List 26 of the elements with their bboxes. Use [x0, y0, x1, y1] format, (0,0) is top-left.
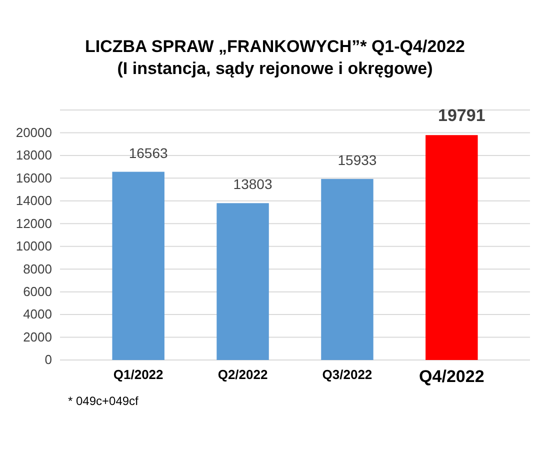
- x-tick-label: Q3/2022: [322, 367, 372, 382]
- y-tick-label: 4000: [23, 306, 52, 322]
- x-tick-label: Q4/2022: [419, 367, 484, 386]
- data-label: 16563: [128, 144, 168, 161]
- y-tick-label: 6000: [23, 284, 52, 299]
- y-tick-label: 14000: [16, 193, 52, 208]
- text: * 049c+049cf: [68, 394, 140, 408]
- data-label: 19791: [438, 106, 486, 126]
- y-tick-label: 0: [44, 352, 52, 368]
- chart-subtitle: (I instancja, sądy rejonowe i okręgowe): [117, 59, 433, 78]
- y-tick-label: 18000: [16, 148, 52, 163]
- x-tick-label: Q1/2022: [113, 367, 164, 382]
- data-label: 13803: [233, 176, 272, 192]
- y-tick-label: 10000: [16, 238, 52, 254]
- y-tick-label: 16000: [16, 170, 52, 186]
- bar: [216, 203, 269, 360]
- x-tick-label: Q2/2022: [218, 367, 268, 382]
- y-tick-label: 8000: [23, 261, 52, 276]
- bar: [112, 172, 164, 360]
- y-tick-label: 12000: [16, 216, 52, 231]
- y-tick-label: 20000: [16, 124, 52, 140]
- bar: [321, 178, 374, 360]
- data-label: 15933: [338, 152, 377, 168]
- bar: [426, 135, 478, 360]
- chart-title: LICZBA SPRAW „FRANKOWYCH”* Q1-Q4/2022: [84, 37, 466, 56]
- y-tick-label: 2000: [23, 329, 52, 344]
